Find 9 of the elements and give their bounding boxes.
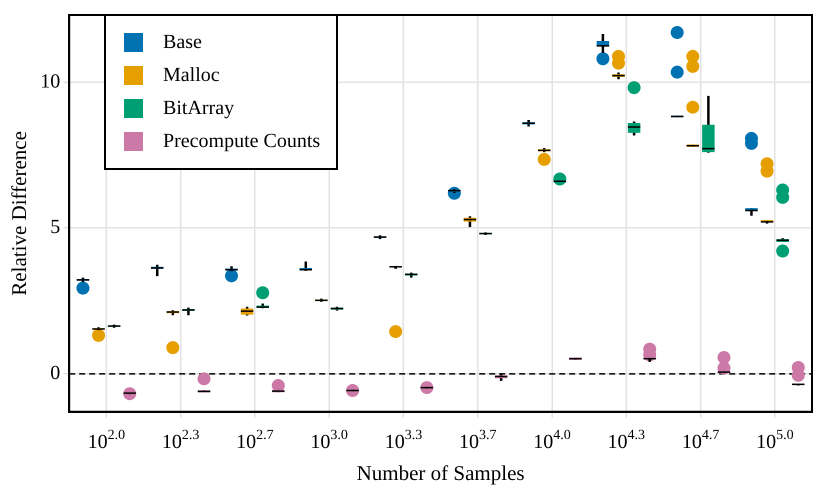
y-tick-label: 5 — [50, 216, 60, 238]
legend-label: Precompute Counts — [163, 130, 320, 153]
legend-label: Base — [163, 31, 202, 54]
x-axis-title: Number of Samples — [356, 460, 525, 485]
y-tick-label: 0 — [50, 362, 60, 384]
y-axis-title: Relative Difference — [7, 131, 32, 296]
legend-label: Malloc — [163, 64, 220, 87]
legend-label: BitArray — [163, 97, 234, 120]
y-tick-label: 10 — [40, 70, 60, 92]
